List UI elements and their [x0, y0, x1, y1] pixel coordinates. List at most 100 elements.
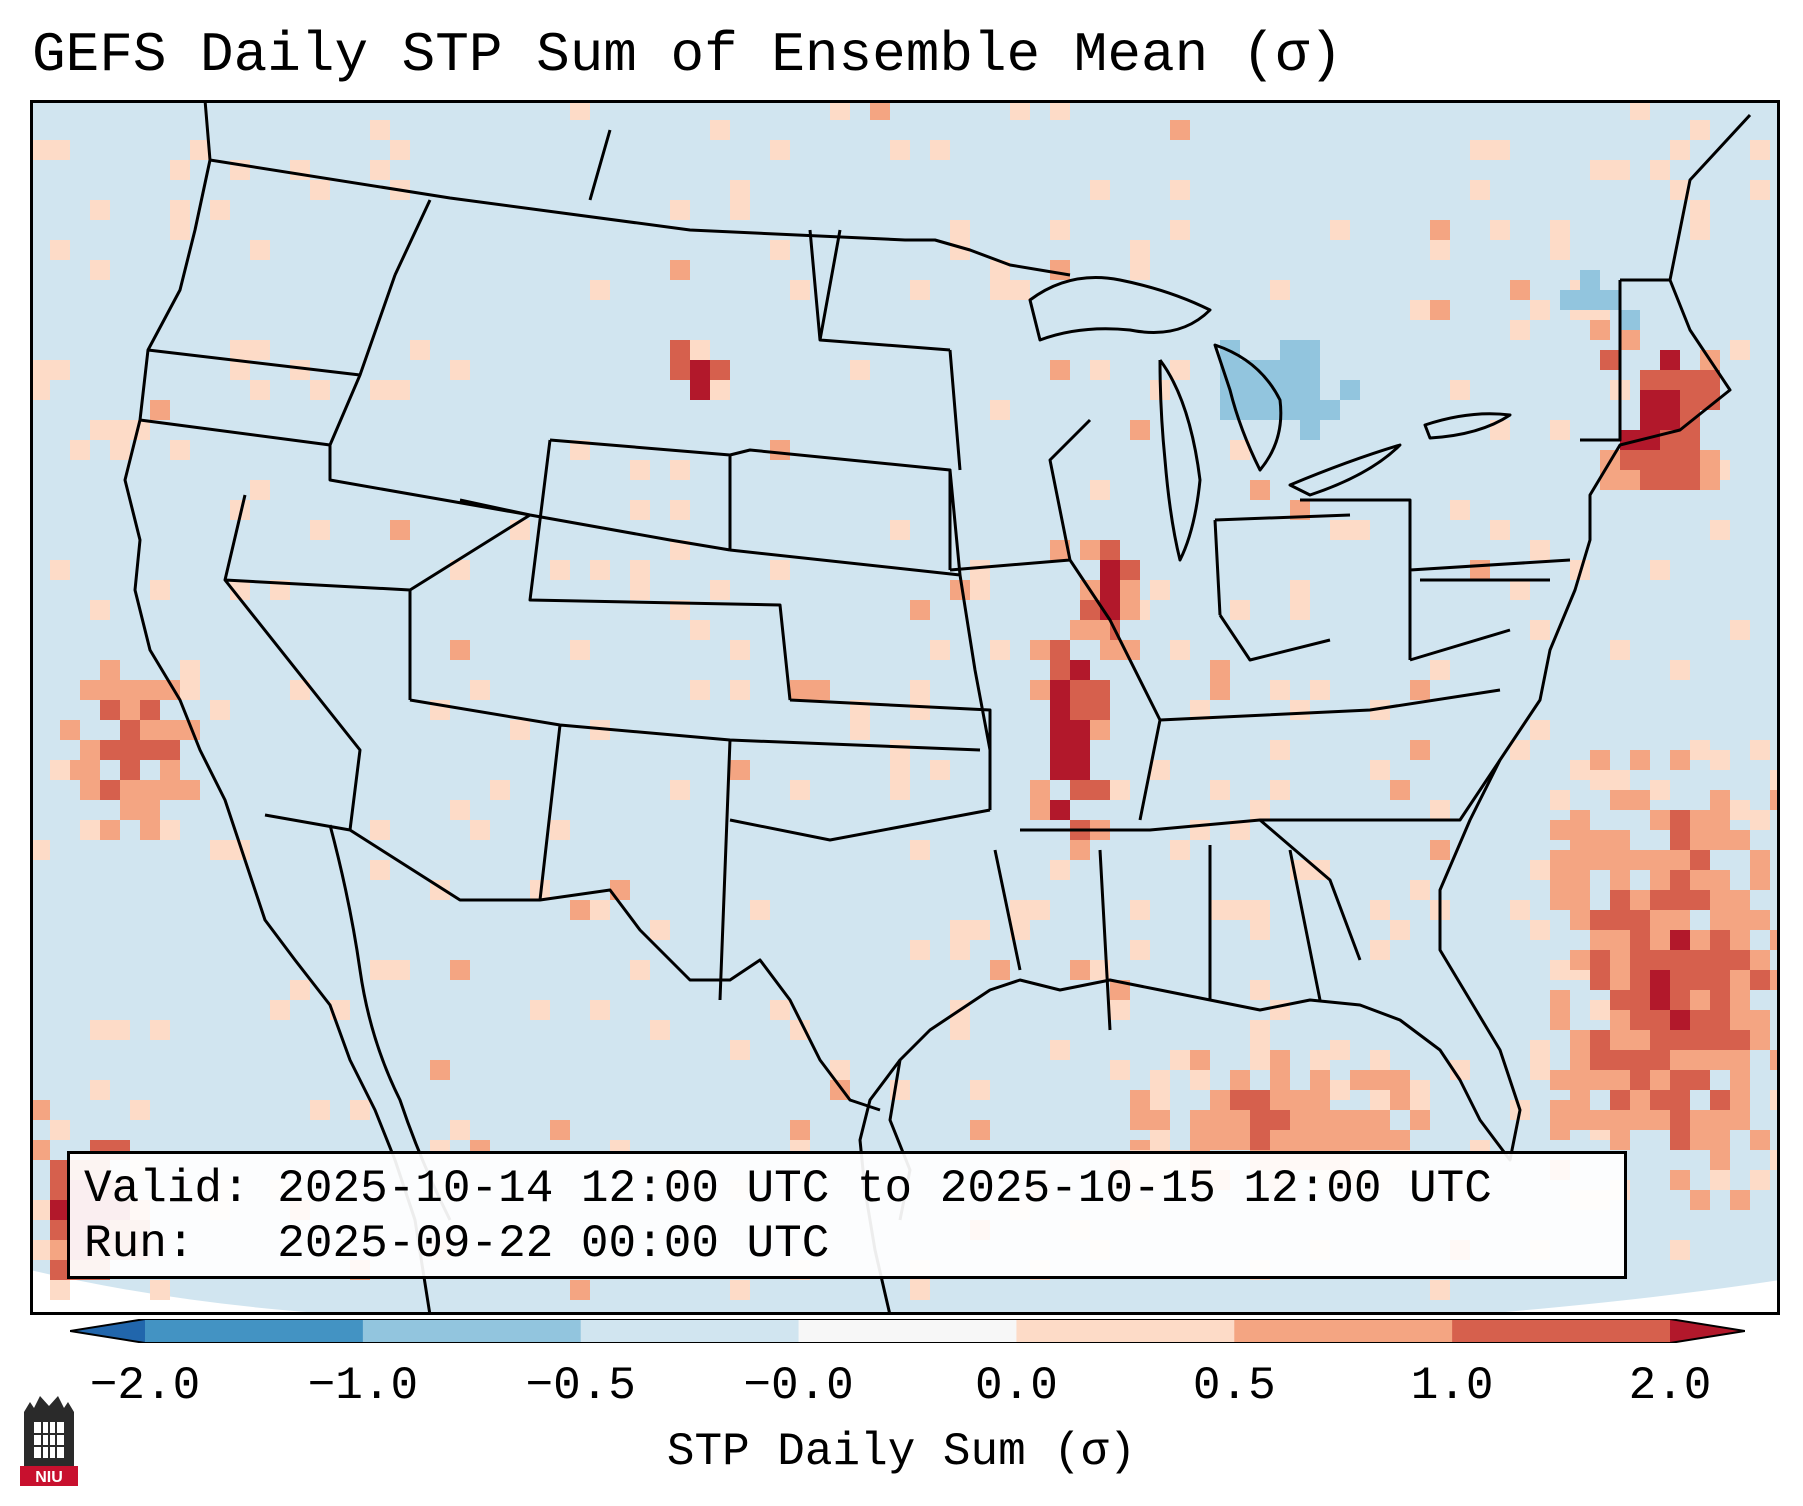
- anomaly-cell-california-coast: [160, 820, 180, 840]
- colorbar-extend-high: [1670, 1319, 1745, 1343]
- anomaly-cell: [1410, 680, 1430, 700]
- anomaly-cell-western-atlantic: [1670, 870, 1690, 890]
- anomaly-cell-gulf-of-mexico: [1130, 1110, 1150, 1130]
- anomaly-cell-western-atlantic: [1750, 1130, 1770, 1150]
- anomaly-cell: [130, 1100, 150, 1120]
- anomaly-cell: [250, 380, 270, 400]
- anomaly-cell-california-coast: [80, 820, 100, 840]
- anomaly-cell-gulf-of-mexico: [1310, 1070, 1330, 1090]
- anomaly-cell-western-atlantic: [1690, 1070, 1710, 1090]
- anomaly-cell: [1550, 1120, 1570, 1140]
- anomaly-cell-western-atlantic: [1710, 790, 1730, 810]
- anomaly-cell-western-atlantic: [1610, 1110, 1630, 1130]
- anomaly-cell-western-atlantic: [1650, 890, 1670, 910]
- anomaly-cell: [590, 560, 610, 580]
- colorbar-tick-label: −2.0: [89, 1360, 201, 1412]
- anomaly-cell-western-atlantic: [1670, 910, 1690, 930]
- anomaly-cell: [610, 880, 630, 900]
- anomaly-cell-upper-mississippi-valley: [1120, 600, 1140, 620]
- anomaly-cell: [310, 1100, 330, 1120]
- anomaly-cell-gulf-of-mexico: [1350, 1070, 1370, 1090]
- anomaly-cell-gulf-of-mexico: [1290, 1110, 1310, 1130]
- anomaly-cell-central-montana: [710, 360, 730, 380]
- anomaly-cell-california-coast: [140, 780, 160, 800]
- anomaly-cell: [890, 520, 910, 540]
- anomaly-cell-western-atlantic: [1770, 1090, 1780, 1110]
- anomaly-cell-western-atlantic: [1610, 1070, 1630, 1090]
- anomaly-cell: [1150, 580, 1170, 600]
- anomaly-cell: [1170, 360, 1190, 380]
- anomaly-cell-western-atlantic: [1610, 1030, 1630, 1050]
- anomaly-cell: [1130, 940, 1150, 960]
- anomaly-cell-western-atlantic: [1570, 1110, 1590, 1130]
- anomaly-cell: [450, 960, 470, 980]
- anomaly-cell: [1010, 100, 1030, 120]
- anomaly-cell-western-atlantic: [1710, 930, 1730, 950]
- anomaly-cell-eastern-pacific: [30, 1140, 50, 1160]
- anomaly-cell-western-atlantic: [1570, 1090, 1590, 1110]
- anomaly-cell: [990, 260, 1010, 280]
- anomaly-cell-western-atlantic: [1650, 930, 1670, 950]
- anomaly-cell-iowa-missouri-corridor: [1090, 680, 1110, 700]
- anomaly-cell-western-atlantic: [1690, 1190, 1710, 1210]
- anomaly-cell-iowa-missouri-corridor: [1030, 640, 1050, 660]
- anomaly-cell-gulf-of-mexico: [1190, 1110, 1210, 1130]
- anomaly-cell-gulf-of-mexico: [1310, 1050, 1330, 1070]
- anomaly-cell: [90, 1020, 110, 1040]
- anomaly-cell: [570, 100, 590, 120]
- anomaly-cell-western-atlantic: [1670, 990, 1690, 1010]
- colorbar-segment: [580, 1319, 800, 1343]
- anomaly-cell-western-atlantic: [1610, 850, 1630, 870]
- anomaly-cell-new-england: [1600, 470, 1620, 490]
- anomaly-cell-new-england: [1620, 470, 1640, 490]
- anomaly-cell-western-atlantic: [1750, 910, 1770, 930]
- anomaly-cell-california-coast: [180, 660, 200, 680]
- anomaly-cell-western-atlantic: [1730, 1050, 1750, 1070]
- anomaly-cell-western-atlantic: [1630, 970, 1650, 990]
- anomaly-cell-central-montana: [690, 380, 710, 400]
- anomaly-cell-canadian-maritimes: [1580, 270, 1600, 290]
- anomaly-cell: [1530, 620, 1550, 640]
- anomaly-cell-western-atlantic: [1590, 750, 1610, 770]
- anomaly-cell-western-atlantic: [1610, 930, 1630, 950]
- anomaly-cell: [90, 260, 110, 280]
- anomaly-cell-california-coast: [140, 720, 160, 740]
- anomaly-cell-western-atlantic: [1690, 850, 1710, 870]
- anomaly-cell-upper-mississippi-valley: [1120, 560, 1140, 580]
- anomaly-cell-great-lakes: [1240, 360, 1260, 380]
- anomaly-cell-western-atlantic: [1550, 790, 1570, 810]
- anomaly-cell-gulf-of-mexico: [1270, 1110, 1290, 1130]
- anomaly-cell: [1550, 240, 1570, 260]
- anomaly-cell: [470, 820, 490, 840]
- lake-huron: [1213, 343, 1283, 472]
- anomaly-cell: [950, 940, 970, 960]
- anomaly-cell: [950, 920, 970, 940]
- anomaly-cell: [690, 680, 710, 700]
- anomaly-cell-western-atlantic: [1630, 1070, 1650, 1090]
- anomaly-cell-california-coast: [140, 820, 160, 840]
- anomaly-cell-iowa-missouri-corridor: [1030, 680, 1050, 700]
- anomaly-cell-eastern-pacific: [50, 1180, 70, 1200]
- anomaly-cell: [1370, 760, 1390, 780]
- anomaly-cell-gulf-of-mexico: [1150, 1070, 1170, 1090]
- anomaly-cell-gulf-of-mexico: [1150, 1110, 1170, 1130]
- anomaly-cell: [1210, 780, 1230, 800]
- anomaly-cell-western-atlantic: [1670, 1130, 1690, 1150]
- anomaly-cell-western-atlantic: [1650, 1030, 1670, 1050]
- anomaly-cell: [910, 600, 930, 620]
- anomaly-cell-new-england: [1640, 470, 1660, 490]
- anomaly-cell: [1210, 660, 1230, 680]
- anomaly-cell: [690, 620, 710, 640]
- anomaly-cell-new-england: [1680, 430, 1700, 450]
- anomaly-cell: [250, 340, 270, 360]
- anomaly-cell-california-coast: [140, 700, 160, 720]
- logo-text: NIU: [35, 1469, 63, 1486]
- anomaly-cell: [590, 280, 610, 300]
- anomaly-cell: [1410, 740, 1430, 760]
- anomaly-cell-western-atlantic: [1750, 970, 1770, 990]
- anomaly-cell: [1430, 300, 1450, 320]
- anomaly-cell: [570, 640, 590, 660]
- anomaly-cell-new-england: [1700, 370, 1720, 390]
- anomaly-cell-western-atlantic: [1610, 1090, 1630, 1110]
- anomaly-cell-western-atlantic: [1690, 990, 1710, 1010]
